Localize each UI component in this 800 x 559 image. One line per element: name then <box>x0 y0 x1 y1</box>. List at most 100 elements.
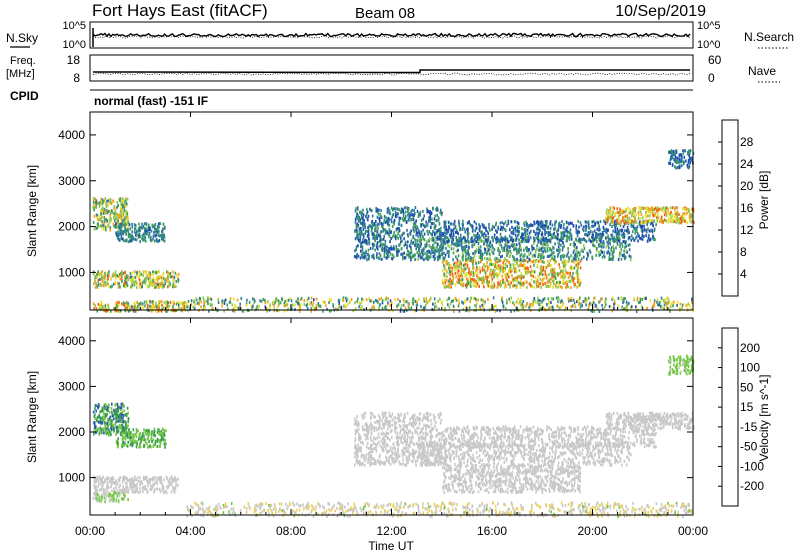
power-range-gate-cell <box>374 249 376 252</box>
power-range-gate-cell <box>443 252 445 255</box>
power-range-gate-cell <box>157 271 159 274</box>
power-range-gate-cell <box>412 209 414 212</box>
power-range-gate-cell <box>164 240 166 243</box>
power-range-gate-cell <box>521 307 523 310</box>
power-range-gate-cell <box>163 223 165 226</box>
power-range-gate-cell <box>454 220 456 223</box>
power-range-gate-cell <box>687 221 689 224</box>
power-range-gate-cell <box>529 303 531 306</box>
power-range-gate-cell <box>484 300 486 303</box>
power-range-gate-cell <box>498 226 500 229</box>
power-range-gate-cell <box>233 298 235 301</box>
power-range-gate-cell <box>555 227 557 230</box>
power-range-gate-cell <box>632 230 634 233</box>
power-range-gate-cell <box>564 232 566 235</box>
power-range-gate-cell <box>117 204 119 207</box>
power-range-gate-cell <box>150 236 152 239</box>
power-range-gate-cell <box>392 253 394 256</box>
power-range-gate-cell <box>440 227 442 230</box>
power-range-gate-cell <box>96 199 98 202</box>
power-range-gate-cell <box>586 221 588 224</box>
power-range-gate-cell <box>160 222 162 225</box>
power-range-gate-cell <box>418 251 420 254</box>
power-range-gate-cell <box>387 301 389 304</box>
power-range-gate-cell <box>612 234 614 237</box>
power-range-gate-cell <box>492 272 494 275</box>
power-range-gate-cell <box>388 250 390 253</box>
power-range-gate-cell <box>122 232 124 235</box>
power-range-gate-cell <box>516 286 518 289</box>
power-range-gate-cell <box>236 307 238 310</box>
power-range-gate-cell <box>592 220 594 223</box>
power-range-gate-cell <box>446 275 448 278</box>
power-range-gate-cell <box>605 298 607 301</box>
power-range-gate-cell <box>355 221 357 224</box>
power-range-gate-cell <box>459 228 461 231</box>
power-range-gate-cell <box>532 285 534 288</box>
power-range-gate-cell <box>503 304 505 307</box>
power-range-gate-cell <box>456 250 458 253</box>
power-range-gate-cell <box>626 301 628 304</box>
power-range-gate-cell <box>467 235 469 238</box>
power-range-gate-cell <box>389 240 391 243</box>
power-range-gate-cell <box>265 301 267 304</box>
power-range-gate-cell <box>221 304 223 307</box>
power-ylabel: Slant Range [km] <box>25 165 39 257</box>
power-range-gate-cell <box>615 239 617 242</box>
power-range-gate-cell <box>224 299 226 302</box>
power-range-gate-cell <box>457 249 459 252</box>
power-range-gate-cell <box>344 304 346 307</box>
power-range-gate-cell <box>157 279 159 282</box>
power-range-gate-cell <box>479 266 481 269</box>
power-range-gate-cell <box>379 298 381 301</box>
power-range-gate-cell <box>161 238 163 241</box>
power-range-gate-cell <box>388 219 390 222</box>
power-range-gate-cell <box>410 213 412 216</box>
power-range-gate-cell <box>188 300 190 303</box>
power-range-gate-cell <box>100 224 102 227</box>
power-range-gate-cell <box>545 266 547 269</box>
power-range-gate-cell <box>520 298 522 301</box>
power-range-gate-cell <box>97 276 99 279</box>
power-range-gate-cell <box>512 285 514 288</box>
power-range-gate-cell <box>581 248 583 251</box>
power-range-gate-cell <box>417 235 419 238</box>
power-range-gate-cell <box>417 258 419 261</box>
power-range-gate-cell <box>99 278 101 281</box>
power-range-gate-cell <box>414 230 416 233</box>
power-range-gate-cell <box>115 212 117 215</box>
power-range-gate-cell <box>500 269 502 272</box>
power-range-gate-cell <box>526 286 528 289</box>
power-range-gate-cell <box>487 282 489 285</box>
power-range-gate-cell <box>510 281 512 284</box>
power-range-gate-cell <box>116 234 118 237</box>
power-range-gate-cell <box>588 239 590 242</box>
power-range-gate-cell <box>132 271 134 274</box>
power-range-gate-cell <box>612 255 614 258</box>
power-range-gate-cell <box>542 283 544 286</box>
power-range-gate-cell <box>499 243 501 246</box>
power-range-gate-cell <box>162 232 164 235</box>
power-range-gate-cell <box>410 230 412 233</box>
power-range-gate-cell <box>668 301 670 304</box>
power-range-gate-cell <box>641 298 643 301</box>
power-range-gate-cell <box>631 239 633 242</box>
power-range-gate-cell <box>549 223 551 226</box>
power-range-gate-cell <box>537 297 539 300</box>
power-range-gate-cell <box>503 247 505 250</box>
power-range-gate-cell <box>130 272 132 275</box>
power-range-gate-cell <box>611 225 613 228</box>
power-range-gate-cell <box>612 296 614 299</box>
power-range-gate-cell <box>349 300 351 303</box>
power-range-gate-cell <box>450 302 452 305</box>
power-range-gate-cell <box>520 255 522 258</box>
power-range-gate-cell <box>523 267 525 270</box>
power-range-gate-cell <box>664 209 666 212</box>
power-range-gate-cell <box>687 164 689 167</box>
power-range-gate-cell <box>580 240 582 243</box>
power-range-gate-cell <box>488 258 490 261</box>
power-range-gate-cell <box>241 297 243 300</box>
power-range-gate-cell <box>527 232 529 235</box>
power-range-gate-cell <box>134 227 136 230</box>
power-range-gate-cell <box>405 300 407 303</box>
